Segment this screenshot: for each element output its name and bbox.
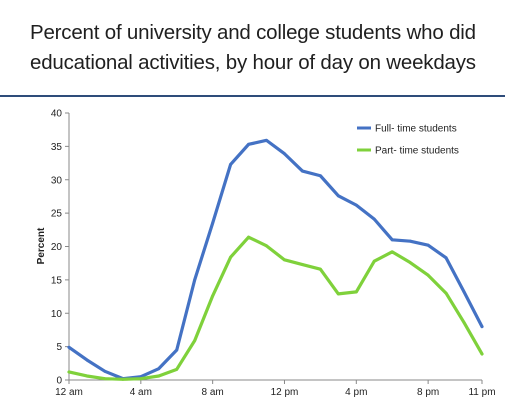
y-tick-label: 5 — [56, 342, 62, 353]
series-1-point — [463, 290, 466, 293]
y-tick-label: 10 — [51, 309, 63, 320]
series-2-point — [211, 294, 214, 297]
series-2-point — [86, 375, 89, 378]
series-1-point — [427, 244, 430, 247]
x-tick-label: 11 pm — [468, 387, 495, 398]
series-1-point — [68, 346, 71, 349]
series-1-point — [355, 204, 358, 207]
series-2-point — [463, 321, 466, 324]
series-line-2 — [69, 237, 482, 379]
series-2-point — [391, 250, 394, 253]
series-2-point — [373, 260, 376, 263]
series-line-1 — [69, 140, 482, 378]
series-2-point — [247, 236, 250, 239]
series-2-point — [157, 375, 160, 378]
series-2-point — [175, 368, 178, 371]
series-1-point — [104, 370, 107, 373]
series-2-point — [337, 292, 340, 295]
y-tick-label: 40 — [51, 109, 63, 120]
series-1-point — [337, 194, 340, 197]
y-tick-label: 15 — [51, 275, 63, 286]
series-1-point — [373, 218, 376, 221]
series-1-point — [193, 278, 196, 281]
series-2-point — [445, 292, 448, 295]
series-1-point — [301, 170, 304, 173]
legend-label: Part- time students — [375, 146, 459, 157]
series-1-point — [391, 238, 394, 241]
series-2-point — [139, 377, 142, 380]
y-tick-label: 20 — [51, 242, 63, 253]
series-2-point — [427, 274, 430, 277]
y-tick-label: 35 — [51, 142, 63, 153]
y-axis-label: Percent — [36, 227, 47, 264]
series-2-point — [283, 258, 286, 261]
series-1-point — [157, 367, 160, 370]
y-tick-label: 0 — [56, 376, 62, 387]
series-1-point — [211, 222, 214, 225]
series-2-point — [121, 378, 124, 381]
x-tick-label: 8 am — [202, 387, 224, 398]
series-1-point — [409, 240, 412, 243]
series-2-point — [229, 256, 232, 259]
x-tick-label: 8 pm — [417, 387, 439, 398]
series-2-point — [481, 353, 484, 356]
series-2-point — [68, 371, 71, 374]
series-2-point — [319, 268, 322, 271]
series-2-point — [355, 290, 358, 293]
series-2-point — [193, 339, 196, 342]
series-1-point — [481, 325, 484, 328]
series-2-point — [104, 377, 107, 380]
x-tick-label: 12 pm — [271, 387, 299, 398]
series-1-point — [319, 174, 322, 177]
series-2-point — [301, 263, 304, 266]
y-tick-label: 30 — [51, 175, 63, 186]
series-1-point — [247, 143, 250, 146]
series-1-point — [445, 256, 448, 259]
x-tick-label: 12 am — [55, 387, 83, 398]
series-1-point — [175, 349, 178, 352]
series-2-point — [265, 244, 268, 247]
series-1-point — [86, 359, 89, 362]
series-1-point — [283, 152, 286, 155]
series-1-point — [265, 139, 268, 142]
y-tick-label: 25 — [51, 209, 63, 220]
x-tick-label: 4 am — [130, 387, 152, 398]
x-tick-label: 4 pm — [345, 387, 367, 398]
legend-label: Full- time students — [375, 124, 457, 135]
series-1-point — [229, 163, 232, 166]
series-2-point — [409, 261, 412, 264]
